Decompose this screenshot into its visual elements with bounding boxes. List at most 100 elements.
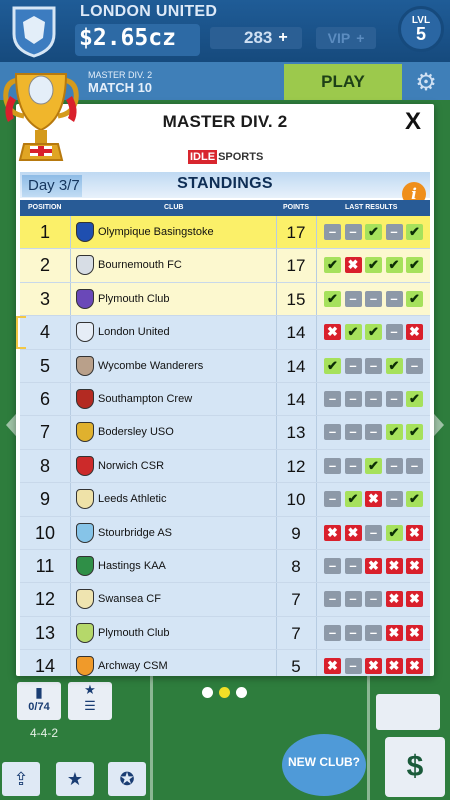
match-division: MASTER DIV. 2 [88, 70, 153, 80]
result-draw-icon: – [365, 390, 382, 407]
day-label: Day 3/7 [22, 175, 82, 197]
row-club-name: Stourbridge AS [98, 526, 172, 539]
column-headers: POSITION CLUB POINTS LAST RESULTS [20, 200, 430, 216]
last-results: ✖ ✖ – ✔ ✖ [324, 524, 423, 541]
standings-row[interactable]: 1 Olympique Basingstoke 17– – ✔ – ✔ [20, 216, 430, 250]
row-position: 3 [39, 288, 50, 309]
standings-row[interactable]: 12 Swansea CF 7– – – ✖ ✖ [20, 583, 430, 617]
row-points: 10 [286, 490, 306, 510]
standings-row[interactable]: 7 Bodersley USO 13– – – ✔ ✔ [20, 416, 430, 450]
share-icon[interactable]: ⇪ [2, 762, 40, 796]
result-draw-icon: – [365, 524, 382, 541]
result-draw-icon: – [324, 557, 341, 574]
result-loss-icon: ✖ [324, 324, 341, 341]
club-badge-icon [76, 288, 94, 309]
badge-star-icon[interactable]: ✪ [108, 762, 146, 796]
result-loss-icon: ✖ [385, 591, 403, 608]
result-win-icon: ✔ [385, 424, 403, 441]
row-position: 1 [39, 222, 50, 242]
result-draw-icon: – [344, 390, 362, 407]
row-divider [316, 382, 317, 416]
row-points: 12 [286, 456, 306, 476]
formation-list-button[interactable]: ★ ☰ [68, 682, 112, 720]
cards-button[interactable]: ▮ 0/74 [17, 682, 61, 720]
standings-row[interactable]: 4 London United 14 ✖ ✔ ✔ – ✖ [16, 316, 430, 350]
last-results: ✔ ✖ ✔ ✔ ✔ [324, 257, 423, 274]
level-badge[interactable]: LVL 5 [398, 6, 444, 52]
club-badge-icon [76, 355, 94, 376]
row-divider [276, 249, 277, 282]
result-draw-icon: – [344, 557, 362, 574]
settings-gear-icon[interactable]: ⚙ [404, 64, 448, 100]
standings-row[interactable]: 9 Leeds Athletic 10– ✔ ✖ – ✔ [20, 483, 430, 517]
row-club-name: Bodersley USO [98, 426, 174, 439]
row-position: 12 [34, 589, 56, 610]
result-loss-icon: ✖ [385, 658, 403, 675]
result-loss-icon: ✖ [324, 658, 341, 675]
result-win-icon: ✔ [385, 357, 403, 374]
shop-button[interactable]: $ [385, 737, 445, 797]
last-results: – – – ✖ ✖ [324, 591, 423, 608]
star-list-nav-icon[interactable]: ★ [56, 762, 94, 796]
result-draw-icon: – [385, 457, 403, 474]
add-gold-icon[interactable]: + [278, 29, 288, 46]
standings-row[interactable]: 5 Wycombe Wanderers 14 ✔ – – ✔ – [20, 349, 430, 383]
standings-row[interactable]: 13 Plymouth Club 7– – – ✖ ✖ [20, 616, 430, 651]
row-divider [70, 483, 71, 516]
result-win-icon: ✔ [324, 257, 341, 274]
result-draw-icon: – [324, 491, 341, 508]
page-dot-active[interactable] [219, 687, 230, 698]
standings-row[interactable]: 10 Stourbridge AS 9 ✖ ✖ – ✔ ✖ [20, 516, 430, 550]
row-points: 17 [286, 256, 306, 276]
result-loss-icon: ✖ [344, 257, 362, 274]
col-club: CLUB [164, 204, 184, 211]
row-club-name: Plymouth Club [98, 292, 170, 305]
row-divider [70, 382, 71, 416]
standings-row[interactable]: 6 Southampton Crew 14– – – – ✔ [20, 382, 430, 417]
standings-modal: MASTER DIV. 2 X IDLE SPORTS STANDINGS Da… [16, 104, 434, 676]
row-divider [316, 282, 317, 316]
row-divider [316, 549, 317, 583]
row-divider [70, 282, 71, 316]
cash-offer-button[interactable] [376, 694, 440, 730]
row-club-name: Plymouth Club [98, 626, 170, 639]
page-dot[interactable] [202, 687, 213, 698]
gold-counter[interactable]: 283 + [210, 27, 302, 49]
new-club-button[interactable]: NEW CLUB? [282, 734, 366, 796]
row-divider [70, 449, 71, 483]
row-divider [276, 416, 277, 449]
row-points: 14 [286, 389, 306, 409]
match-number: MATCH 10 [88, 80, 153, 95]
vip-button[interactable]: VIP + [316, 27, 376, 49]
club-badge-icon [76, 656, 94, 676]
row-divider [276, 316, 277, 349]
close-button[interactable]: X [404, 108, 421, 135]
row-points: 7 [291, 623, 301, 643]
result-draw-icon: – [344, 424, 362, 441]
row-divider [276, 616, 277, 650]
level-value: 5 [415, 24, 426, 44]
result-draw-icon: – [324, 591, 341, 608]
result-win-icon: ✔ [344, 491, 362, 508]
club-badge-icon [76, 555, 94, 576]
page-dot[interactable] [236, 687, 247, 698]
standings-row[interactable]: 8 Norwich CSR 12– – ✔ – – [20, 449, 430, 484]
club-crest-icon[interactable] [4, 2, 64, 60]
standings-row[interactable]: 2 Bournemouth FC 17 ✔ ✖ ✔ ✔ ✔ [20, 249, 430, 283]
standings-row[interactable]: 11 Hastings KAA 8– – ✖ ✖ ✖ [20, 549, 430, 584]
row-divider [276, 650, 277, 676]
standings-row[interactable]: 3 Plymouth Club 15 ✔ – – – ✔ [20, 282, 430, 317]
row-club-name: Southampton Crew [98, 392, 193, 405]
row-points: 13 [286, 423, 306, 443]
add-vip-icon: + [356, 30, 365, 46]
play-button[interactable]: PLAY [284, 64, 402, 100]
result-draw-icon: – [385, 491, 403, 508]
club-badge-icon [76, 455, 94, 476]
row-position: 7 [39, 422, 50, 443]
result-draw-icon: – [365, 591, 382, 608]
row-divider [276, 382, 277, 416]
result-loss-icon: ✖ [365, 658, 382, 675]
standings-row[interactable]: 14 Archway CSM 5 ✖ – ✖ ✖ ✖ [20, 650, 430, 676]
sponsor-logo: IDLE SPORTS [188, 150, 263, 164]
result-draw-icon: – [344, 624, 362, 641]
